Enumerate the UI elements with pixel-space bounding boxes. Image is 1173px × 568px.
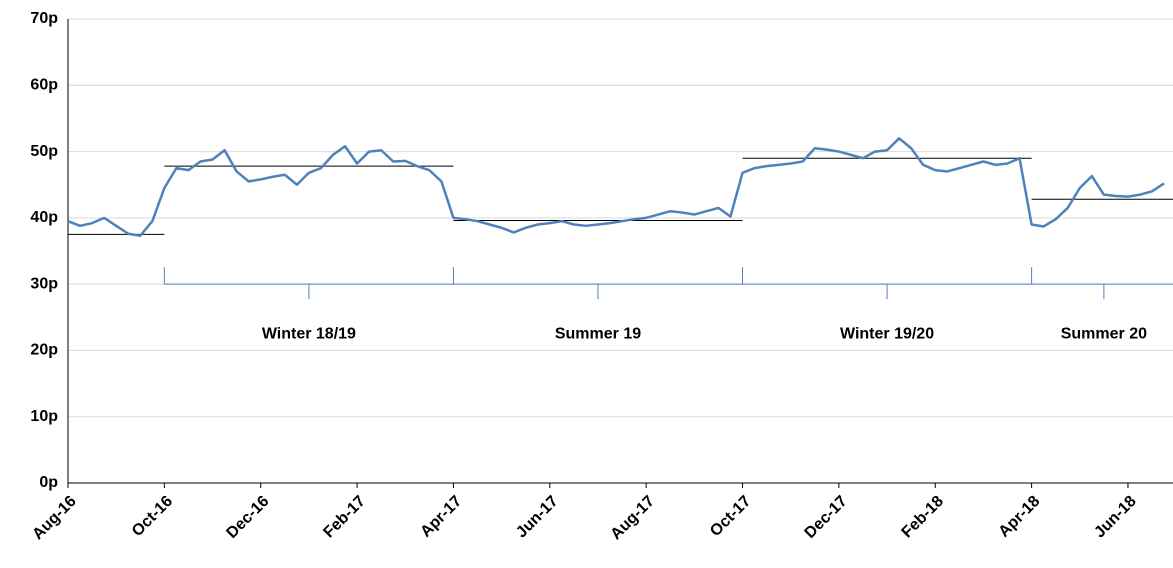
period-label: Winter 18/19 xyxy=(262,325,356,342)
y-tick-label: 20p xyxy=(30,342,58,359)
y-tick-label: 50p xyxy=(30,143,58,160)
y-tick-label: 10p xyxy=(30,408,58,425)
x-tick-label: Aug-17 xyxy=(608,493,658,543)
y-tick-label: 40p xyxy=(30,209,58,226)
y-tick-label: 60p xyxy=(30,77,58,94)
y-tick-label: 70p xyxy=(30,10,58,27)
period-label: Summer 20 xyxy=(1061,325,1147,342)
y-tick-label: 30p xyxy=(30,275,58,292)
period-label: Winter 19/20 xyxy=(840,325,934,342)
x-tick-label: Oct-17 xyxy=(707,493,754,540)
x-tick-label: Dec-16 xyxy=(223,493,272,542)
x-tick-label: Jun-18 xyxy=(1091,493,1140,542)
period-label: Summer 19 xyxy=(555,325,641,342)
x-tick-label: Dec-17 xyxy=(802,493,851,542)
y-tick-label: 0p xyxy=(39,474,58,491)
x-tick-label: Aug-16 xyxy=(29,493,79,543)
x-tick-label: Jun-17 xyxy=(513,493,562,542)
x-tick-label: Oct-16 xyxy=(129,493,176,540)
x-tick-label: Feb-18 xyxy=(899,493,948,542)
x-tick-label: Apr-18 xyxy=(996,493,1044,541)
x-tick-label: Feb-17 xyxy=(320,493,369,542)
price-line xyxy=(67,137,1165,238)
x-tick-label: Apr-17 xyxy=(417,493,465,541)
